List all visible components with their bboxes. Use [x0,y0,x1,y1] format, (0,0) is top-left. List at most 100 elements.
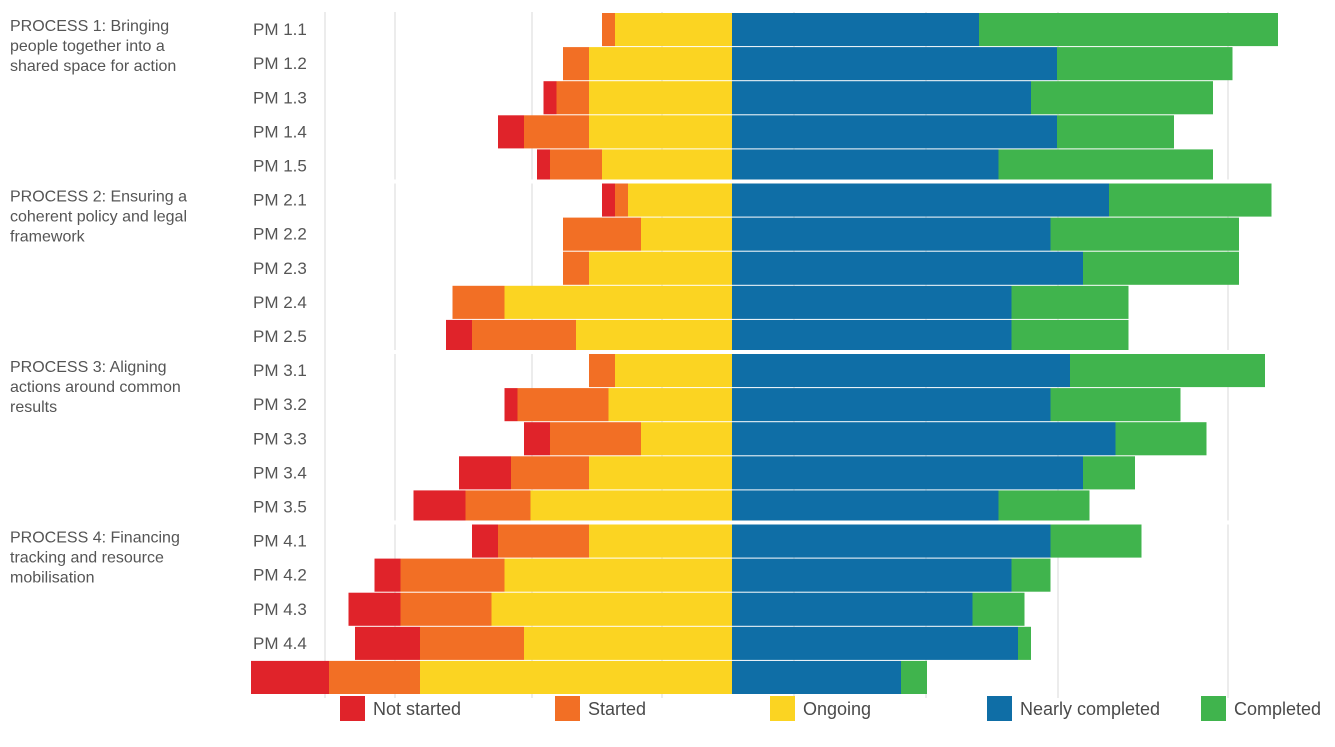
bar-segment-completed [972,592,1025,626]
bar-segment-completed [901,660,927,694]
bar-segment-started [465,490,531,524]
bar-segment-completed [1011,319,1129,353]
bar-segment-started [550,149,602,183]
bar-segment-ongoing [641,217,732,251]
bar-segment-started [511,456,589,490]
bar-segment-started [550,422,641,456]
bar-segment-nearly-completed [732,13,979,47]
bar-segment-not-started [251,660,329,694]
process-label-line: PROCESS 1: Bringing [10,18,169,35]
bar-segment-started [556,81,589,115]
pm-label: PM 1.4 [253,122,307,141]
bar-segment-not-started [459,456,511,490]
legend-swatch-completed [1201,696,1226,721]
bar-segment-nearly-completed [732,388,1051,422]
bar-segment-not-started [348,592,401,626]
legend-label-ongoing: Ongoing [803,699,871,719]
pm-label: PM 3.3 [253,429,307,448]
legend-label-completed: Completed [1234,699,1321,719]
pm-label: PM 3.1 [253,361,307,380]
bar-segment-started [602,13,615,47]
bar-segment-nearly-completed [732,558,1012,592]
bar-segment-started [563,47,589,81]
bar-segment-ongoing [602,149,732,183]
pm-label: PM 1.3 [253,88,307,107]
bar-segment-ongoing [504,285,732,319]
bar-segment-completed [1031,81,1213,115]
process-label-line: shared space for action [10,58,176,75]
bar-segment-completed [979,13,1278,47]
bar-segment-ongoing [504,558,732,592]
bar-segment-completed [1018,626,1031,660]
bar-segment-ongoing [641,422,732,456]
process-label-line: framework [10,229,86,246]
bar-segment-ongoing [608,388,732,422]
process-label-line: people together into a [10,38,165,55]
bar-segment-not-started [543,81,557,115]
legend-label-nearly-completed: Nearly completed [1020,699,1160,719]
bar-segment-completed [1083,456,1135,490]
bar-segment-nearly-completed [732,524,1051,558]
bar-segment-started [498,524,589,558]
bar-segment-started [563,251,589,285]
bar-segment-nearly-completed [732,592,973,626]
process-label-line: actions around common [10,379,181,396]
legend-swatch-ongoing [770,696,795,721]
bar-segment-nearly-completed [732,251,1083,285]
bar-segment-nearly-completed [732,456,1083,490]
bar-segment-ongoing [589,115,732,149]
bar-segment-nearly-completed [732,660,901,694]
bar-segment-ongoing [530,490,732,524]
bar-segment-started [420,626,524,660]
bar-segment-completed [1057,115,1174,149]
bar-segment-nearly-completed [732,354,1070,388]
bar-segment-not-started [504,388,518,422]
pm-label: PM 1.5 [253,156,307,175]
bar-segment-started [400,558,505,592]
bar-segment-not-started [602,183,615,217]
bar-segment-nearly-completed [732,319,1012,353]
bar-segment-nearly-completed [732,81,1031,115]
legend-swatch-not-started [340,696,365,721]
process-label-2: PROCESS 2: Ensuring a coherent policy and… [10,189,187,246]
pm-label: PM 1.1 [253,20,307,39]
bar-segment-ongoing [589,81,732,115]
bar-segment-ongoing [491,592,732,626]
bar-segment-started [517,388,609,422]
bar-segment-completed [998,149,1213,183]
bar-segment-completed [998,490,1090,524]
bar-segment-ongoing [524,626,732,660]
bar-segment-ongoing [615,13,732,47]
bar-segment-ongoing [576,319,732,353]
bar-segment-not-started [413,490,466,524]
bar-segment-ongoing [589,456,732,490]
bar-segment-not-started [524,422,550,456]
pm-label: PM 2.3 [253,259,307,278]
pm-label: PM 4.1 [253,532,307,551]
bar-segment-nearly-completed [732,183,1109,217]
bar-segment-nearly-completed [732,115,1057,149]
bar-segment-completed [1057,47,1233,81]
bar-segment-completed [1011,285,1129,319]
process-label-line: coherent policy and legal [10,209,187,226]
pm-label: PM 1.2 [253,54,307,73]
bar-segment-ongoing [589,251,732,285]
legend-swatch-nearly-completed [987,696,1012,721]
group-separator [326,350,1301,354]
process-label-3: PROCESS 3: Aligning actions around common… [10,359,181,416]
bar-segment-nearly-completed [732,149,999,183]
bar-segment-not-started [537,149,550,183]
bar-segment-started [589,354,615,388]
bar-segment-completed [1050,217,1239,251]
process-label-line: results [10,399,57,416]
process-label-1: PROCESS 1: Bringing people together into … [10,18,176,75]
bar-segment-ongoing [589,47,732,81]
bar-segment-completed [1050,524,1142,558]
bar-segment-completed [1070,354,1265,388]
bar-segment-nearly-completed [732,490,999,524]
legend-label-started: Started [588,699,646,719]
bar-segment-not-started [374,558,401,592]
bar-segment-started [563,217,641,251]
bar-segment-not-started [498,115,524,149]
